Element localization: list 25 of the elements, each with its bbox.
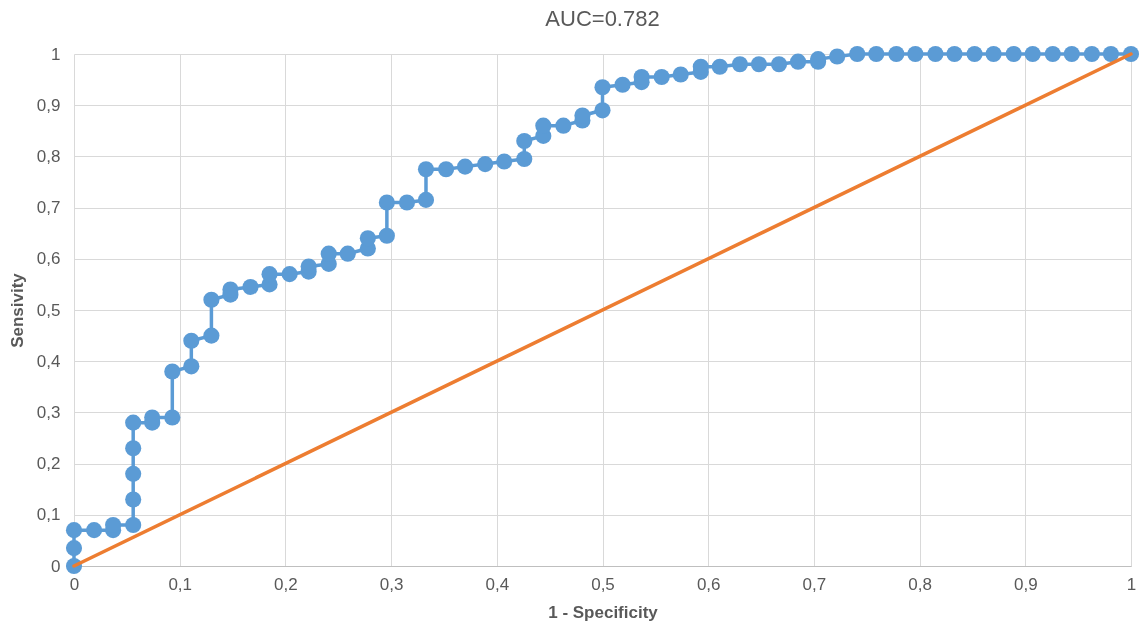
x-tick-label: 0,1 (168, 574, 193, 594)
y-tick-label: 0,6 (36, 249, 61, 269)
y-tick-label: 0 (51, 556, 61, 576)
x-tick-label: 0,3 (379, 574, 404, 594)
x-tick-label: 0,7 (802, 574, 827, 594)
y-tick-label: 0,2 (36, 454, 61, 474)
x-tick-label: 0 (69, 574, 80, 594)
y-tick-label: 0,9 (36, 95, 61, 115)
x-axis-title: 1 - Specificity (548, 602, 659, 622)
y-axis-title: Sensivity (7, 272, 27, 348)
x-tick-label: 0,4 (485, 574, 510, 594)
y-tick-label: 1 (51, 44, 61, 64)
y-tick-label: 0,4 (36, 351, 61, 371)
y-tick-label: 0,8 (36, 146, 61, 166)
x-tick-label: 0,2 (274, 574, 298, 594)
x-tick-label: 0,9 (1013, 574, 1038, 594)
y-tick-label: 0,7 (36, 198, 61, 218)
y-tick-label: 0,3 (36, 402, 61, 422)
chart-title: AUC=0.782 (545, 6, 660, 31)
x-tick-label: 0,8 (908, 574, 932, 594)
x-tick-label: 0,5 (591, 574, 615, 594)
x-tick-label: 0,6 (696, 574, 721, 594)
x-tick-label: 1 (1126, 574, 1137, 594)
y-tick-label: 0,1 (36, 505, 61, 525)
y-tick-label: 0,5 (36, 300, 61, 320)
